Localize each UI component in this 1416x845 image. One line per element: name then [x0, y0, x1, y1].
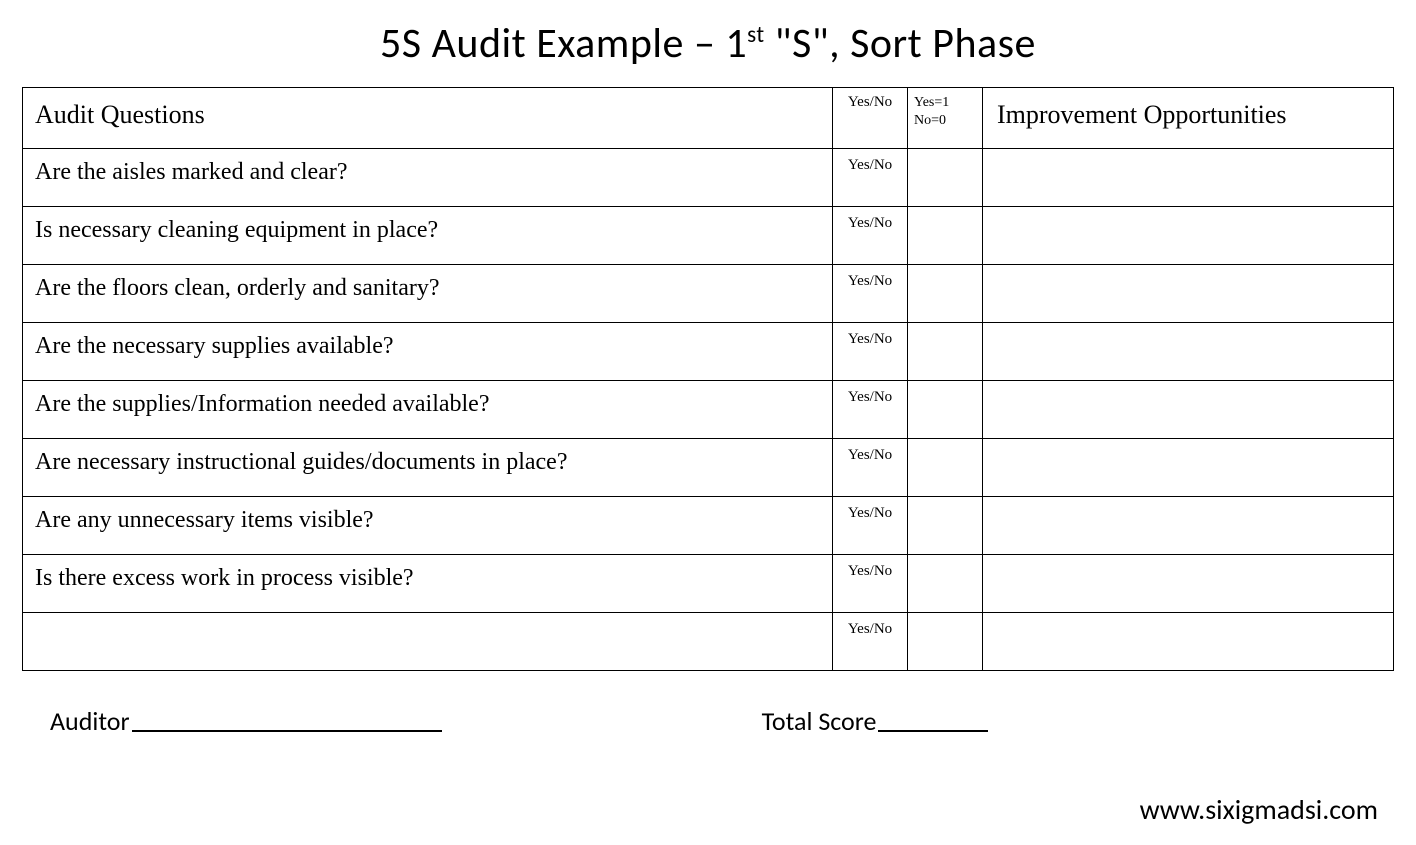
score-cell[interactable]	[908, 555, 983, 613]
audit-table-body: Are the aisles marked and clear? Yes/No …	[23, 149, 1394, 671]
table-row: Are the necessary supplies available? Ye…	[23, 323, 1394, 381]
table-row: Is necessary cleaning equipment in place…	[23, 207, 1394, 265]
table-row: Are the floors clean, orderly and sanita…	[23, 265, 1394, 323]
auditor-label: Auditor	[50, 705, 130, 737]
score-cell[interactable]	[908, 439, 983, 497]
question-cell: Are the necessary supplies available?	[23, 323, 833, 381]
page-title: 5S Audit Example – 1st "S", Sort Phase	[22, 18, 1394, 69]
table-row: Are any unnecessary items visible? Yes/N…	[23, 497, 1394, 555]
question-cell: Are the supplies/Information needed avai…	[23, 381, 833, 439]
improvement-cell[interactable]	[983, 439, 1394, 497]
score-cell[interactable]	[908, 497, 983, 555]
score-cell[interactable]	[908, 265, 983, 323]
total-score-block: Total Score	[762, 705, 989, 737]
improvement-cell[interactable]	[983, 497, 1394, 555]
audit-form-page: 5S Audit Example – 1st "S", Sort Phase A…	[0, 0, 1416, 845]
table-row: Are necessary instructional guides/docum…	[23, 439, 1394, 497]
question-cell: Is necessary cleaning equipment in place…	[23, 207, 833, 265]
yesno-cell[interactable]: Yes/No	[833, 381, 908, 439]
score-cell[interactable]	[908, 613, 983, 671]
table-row: Yes/No	[23, 613, 1394, 671]
yesno-cell[interactable]: Yes/No	[833, 265, 908, 323]
score-cell[interactable]	[908, 207, 983, 265]
title-post: "S", Sort Phase	[765, 18, 1036, 69]
score-header-line1: Yes=1	[914, 95, 949, 110]
table-header-row: Audit Questions Yes/No Yes=1 No=0 Improv…	[23, 88, 1394, 149]
question-cell: Are any unnecessary items visible?	[23, 497, 833, 555]
question-cell: Are the floors clean, orderly and sanita…	[23, 265, 833, 323]
improvement-cell[interactable]	[983, 323, 1394, 381]
yesno-cell[interactable]: Yes/No	[833, 149, 908, 207]
question-cell: Are the aisles marked and clear?	[23, 149, 833, 207]
improvement-cell[interactable]	[983, 149, 1394, 207]
audit-table: Audit Questions Yes/No Yes=1 No=0 Improv…	[22, 87, 1394, 671]
score-header-line2: No=0	[914, 113, 946, 128]
improvement-cell[interactable]	[983, 207, 1394, 265]
title-ordinal-suffix: st	[747, 21, 765, 49]
yesno-cell[interactable]: Yes/No	[833, 439, 908, 497]
table-row: Are the aisles marked and clear? Yes/No	[23, 149, 1394, 207]
improvement-cell[interactable]	[983, 555, 1394, 613]
score-cell[interactable]	[908, 323, 983, 381]
yesno-cell[interactable]: Yes/No	[833, 497, 908, 555]
question-cell: Is there excess work in process visible?	[23, 555, 833, 613]
footer-row: Auditor Total Score	[22, 705, 1394, 737]
yesno-cell[interactable]: Yes/No	[833, 207, 908, 265]
score-cell[interactable]	[908, 381, 983, 439]
title-pre: 5S Audit Example – 1	[380, 18, 747, 69]
improvement-cell[interactable]	[983, 613, 1394, 671]
yesno-cell[interactable]: Yes/No	[833, 323, 908, 381]
auditor-block: Auditor	[50, 705, 442, 737]
yesno-cell[interactable]: Yes/No	[833, 613, 908, 671]
score-cell[interactable]	[908, 149, 983, 207]
col-header-improvement: Improvement Opportunities	[983, 88, 1394, 149]
site-url: www.sixigmadsi.com	[1140, 792, 1378, 827]
auditor-blank-line[interactable]	[132, 730, 442, 732]
total-score-blank-line[interactable]	[878, 730, 988, 732]
table-row: Is there excess work in process visible?…	[23, 555, 1394, 613]
total-score-label: Total Score	[762, 705, 877, 737]
col-header-questions: Audit Questions	[23, 88, 833, 149]
col-header-yesno: Yes/No	[833, 88, 908, 149]
yesno-cell[interactable]: Yes/No	[833, 555, 908, 613]
table-row: Are the supplies/Information needed avai…	[23, 381, 1394, 439]
question-cell: Are necessary instructional guides/docum…	[23, 439, 833, 497]
col-header-score: Yes=1 No=0	[908, 88, 983, 149]
improvement-cell[interactable]	[983, 381, 1394, 439]
improvement-cell[interactable]	[983, 265, 1394, 323]
question-cell	[23, 613, 833, 671]
